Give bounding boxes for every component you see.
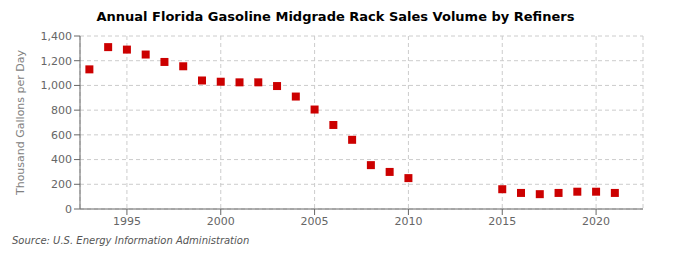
svg-text:1,000: 1,000 xyxy=(41,79,73,92)
svg-text:1995: 1995 xyxy=(113,215,141,228)
svg-text:1,200: 1,200 xyxy=(41,55,73,68)
svg-text:1,400: 1,400 xyxy=(41,30,73,43)
svg-text:2010: 2010 xyxy=(394,215,422,228)
svg-text:200: 200 xyxy=(51,178,72,191)
html-text:Source: U.S. Energy Informatio: Source: U.S. Energy Information Administ… xyxy=(12,235,250,246)
svg-text:2015: 2015 xyxy=(488,215,516,228)
html-text:Annual Florida Gasoline Midgra: Annual Florida Gasoline Midgrade Rack Sa… xyxy=(96,9,575,24)
svg-text:400: 400 xyxy=(51,153,72,166)
svg-text:2020: 2020 xyxy=(582,215,610,228)
svg-text:600: 600 xyxy=(51,129,72,142)
svg-text:Thousand Gallons per Day: Thousand Gallons per Day xyxy=(14,49,27,196)
svg-text:2000: 2000 xyxy=(207,215,235,228)
svg-text:2005: 2005 xyxy=(301,215,329,228)
svg-text:800: 800 xyxy=(51,104,72,117)
svg-text:0: 0 xyxy=(65,203,72,216)
